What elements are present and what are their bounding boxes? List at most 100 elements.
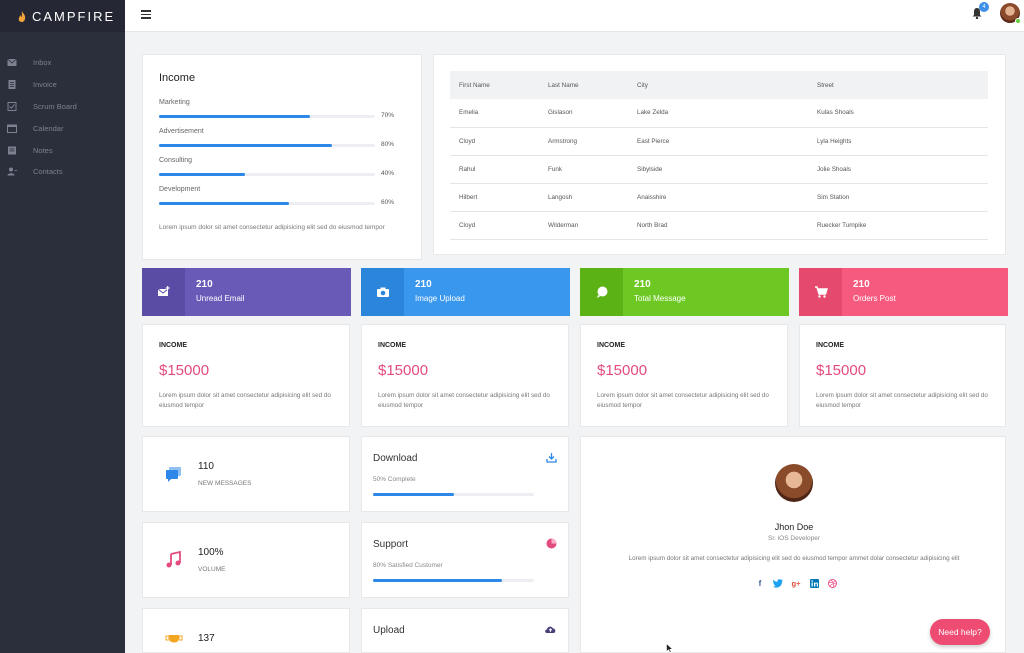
messages-stat-card: 110 NEW MESSAGES [142, 436, 350, 512]
sidebar-nav: Inbox Invoice Scrum Board Calendar Notes… [0, 52, 125, 183]
table-cell: Gislason [539, 99, 628, 128]
stat-value: 137 [198, 633, 215, 644]
sidebar-item-label: Notes [33, 145, 53, 155]
table-cell: North Brad [628, 211, 808, 240]
notification-badge: 4 [979, 2, 989, 12]
sidebar-item-label: Invoice [33, 80, 57, 90]
progress-fill [159, 202, 289, 205]
progress-track [373, 493, 534, 496]
progress-track [159, 115, 375, 118]
stat-title: INCOME [159, 342, 187, 349]
tile-body: 210 Unread Email [185, 268, 244, 316]
upload-card: Upload [361, 608, 569, 653]
tile-icon-box [799, 268, 842, 316]
invoice-icon [7, 80, 17, 90]
linkedin-icon[interactable] [809, 578, 819, 588]
income-stat-card: INCOME $15000 Lorem ipsum dolor sit amet… [799, 324, 1006, 427]
profile-name: Jhon Doe [774, 522, 814, 532]
tile-value: 210 [634, 279, 651, 290]
tile-icon-box [142, 268, 185, 316]
social-links: f g+ [755, 578, 837, 588]
stat-label: VOLUME [198, 566, 226, 573]
progress-consulting: Consulting 40% [159, 157, 394, 177]
income-description: Lorem ipsum dolor sit amet consectetur a… [159, 224, 385, 231]
table-row[interactable]: Emelia Gislason Lake Zelda Kulas Shoals [450, 99, 988, 128]
column-header[interactable]: City [628, 71, 808, 99]
card-subtitle: 50% Complete [373, 476, 416, 483]
progress-value: 70% [381, 112, 395, 119]
tile-image-upload[interactable]: 210 Image Upload [361, 268, 570, 316]
chat-icon [596, 286, 607, 298]
table-cell: Funk [539, 155, 628, 184]
progress-marketing: Marketing 70% [159, 99, 394, 119]
progress-track [159, 144, 375, 147]
sidebar-item-invoice[interactable]: Invoice [0, 74, 125, 96]
sidebar-item-scrum-board[interactable]: Scrum Board [0, 96, 125, 118]
table-row[interactable]: Rahul Funk Sibylside Jolie Shoals [450, 155, 988, 184]
progress-fill [159, 115, 311, 118]
sidebar-item-label: Calendar [33, 123, 64, 133]
card-title: Support [373, 539, 409, 550]
table-cell: Wilderman [539, 211, 628, 240]
tile-orders-post[interactable]: 210 Orders Post [799, 268, 1008, 316]
column-header[interactable]: First Name [450, 71, 539, 99]
volume-stat-card: 100% VOLUME [142, 522, 350, 598]
sidebar-item-calendar[interactable]: Calendar [0, 117, 125, 139]
facebook-icon[interactable]: f [758, 578, 762, 588]
table-row[interactable]: Cloyd Wilderman North Brad Ruecker Turnp… [450, 211, 988, 240]
table-cell: Langosh [539, 183, 628, 212]
progress-label: Marketing [159, 99, 190, 106]
progress-value: 40% [381, 170, 395, 177]
table-cell: Lyla Heights [808, 127, 988, 156]
profile-card: Jhon Doe Sr. iOS Developer Lorem ipsum d… [580, 436, 1006, 653]
table-cell: Sibylside [628, 155, 808, 184]
tile-value: 210 [415, 279, 432, 290]
music-icon [166, 551, 181, 568]
stat-amount: $15000 [159, 362, 210, 379]
sidebar-item-label: Contacts [33, 167, 63, 177]
table-cell: Cloyd [450, 211, 539, 240]
brand[interactable]: CAMPFIRE [0, 0, 125, 32]
progress-track [159, 202, 375, 205]
dribbble-icon[interactable] [827, 578, 837, 588]
pie-icon[interactable] [546, 538, 557, 549]
stat-title: INCOME [597, 342, 625, 349]
stat-value: 100% [198, 547, 224, 558]
table-cell: Ruecker Turnpike [808, 211, 988, 240]
menu-toggle-icon[interactable] [141, 10, 151, 19]
card-title: Download [373, 453, 418, 464]
table-cell: Cloyd [450, 127, 539, 156]
column-header[interactable]: Street [808, 71, 988, 99]
sidebar-item-notes[interactable]: Notes [0, 139, 125, 161]
stat-description: Lorem ipsum dolor sit amet consectetur a… [597, 392, 769, 409]
tile-label: Unread Email [196, 294, 245, 303]
need-help-button[interactable]: Need help? [930, 619, 990, 645]
income-stat-card: INCOME $15000 Lorem ipsum dolor sit amet… [361, 324, 569, 427]
income-card: Income Marketing 70% Advertisement 80% C… [142, 54, 422, 260]
sidebar-item-contacts[interactable]: Contacts [0, 161, 125, 183]
table-row[interactable]: Hilbert Langosh Anaisshire Sim Station [450, 183, 988, 212]
progress-advertisement: Advertisement 80% [159, 128, 394, 148]
tile-value: 210 [853, 279, 870, 290]
stat-description: Lorem ipsum dolor sit amet consectetur a… [159, 392, 331, 409]
profile-role: Sr. iOS Developer [767, 535, 821, 542]
trophy-stat-card: 137 [142, 608, 350, 653]
twitter-icon[interactable] [773, 578, 783, 588]
user-avatar[interactable] [1000, 3, 1021, 24]
stat-label: NEW MESSAGES [198, 480, 252, 487]
table-row[interactable]: Cloyd Armstrong East Pierce Lyla Heights [450, 127, 988, 156]
stat-amount: $15000 [378, 362, 429, 379]
tile-unread-email[interactable]: 210 Unread Email [142, 268, 351, 316]
stat-title: INCOME [816, 342, 844, 349]
column-header[interactable]: Last Name [539, 71, 628, 99]
income-stat-card: INCOME $15000 Lorem ipsum dolor sit amet… [142, 324, 350, 427]
progress-label: Consulting [159, 157, 193, 164]
tile-body: 210 Image Upload [404, 268, 465, 316]
download-icon[interactable] [546, 452, 557, 463]
sidebar-item-inbox[interactable]: Inbox [0, 52, 125, 74]
table-cell: Kulas Shoals [808, 99, 988, 128]
cloud-upload-icon[interactable] [544, 624, 557, 635]
income-title: Income [159, 72, 196, 84]
google-plus-icon[interactable]: g+ [791, 578, 801, 588]
tile-total-message[interactable]: 210 Total Message [580, 268, 789, 316]
